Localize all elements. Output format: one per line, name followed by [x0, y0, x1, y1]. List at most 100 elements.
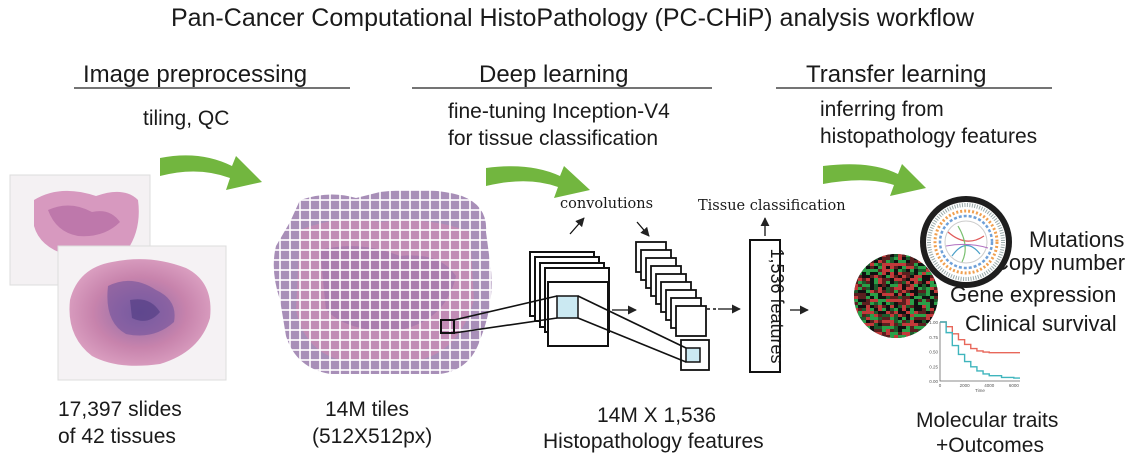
heatmap-cell: [854, 317, 858, 320]
heatmap-cell: [894, 287, 898, 290]
heatmap-cell: [918, 308, 922, 311]
heatmap-cell: [910, 320, 914, 323]
heatmap-cell: [854, 302, 858, 305]
trait-gene-expression: Gene expression: [950, 282, 1117, 307]
heatmap-cell: [926, 329, 930, 332]
heatmap-cell: [870, 260, 874, 263]
heatmap-cell: [926, 320, 930, 323]
heatmap-cell: [934, 326, 938, 329]
heatmap-cell: [930, 329, 934, 332]
heatmap-cell: [858, 290, 862, 293]
heatmap-cell: [870, 293, 874, 296]
heatmap-cell: [938, 299, 942, 302]
heatmap-cell: [854, 296, 858, 299]
heatmap-cell: [918, 332, 922, 335]
caption-features-line1: 14M X 1,536: [597, 404, 717, 427]
heatmap-cell: [914, 278, 918, 281]
heatmap-cell: [870, 254, 874, 257]
heatmap-cell: [890, 320, 894, 323]
heatmap-cell: [878, 272, 882, 275]
survival-y-tick: 0.75: [929, 335, 938, 340]
heatmap-cell: [862, 314, 866, 317]
heatmap-cell: [886, 272, 890, 275]
heatmap-cell: [910, 332, 914, 335]
heatmap-cell: [894, 305, 898, 308]
heatmap-cell: [870, 269, 874, 272]
flow-arrow-3: [823, 164, 926, 196]
heatmap-cell: [930, 293, 934, 296]
heatmap-cell: [874, 317, 878, 320]
heatmap-cell: [862, 338, 866, 341]
heatmap-cell: [902, 317, 906, 320]
heatmap-cell: [910, 287, 914, 290]
heatmap-cell: [862, 278, 866, 281]
heatmap-cell: [930, 305, 934, 308]
heatmap-cell: [910, 272, 914, 275]
heatmap-cell: [898, 260, 902, 263]
heatmap-cell: [914, 272, 918, 275]
heatmap-cell: [918, 299, 922, 302]
heatmap-cell: [862, 305, 866, 308]
heatmap-cell: [854, 308, 858, 311]
heatmap-cell: [906, 287, 910, 290]
heatmap-cell: [906, 305, 910, 308]
heatmap-cell: [870, 326, 874, 329]
heatmap-cell: [906, 323, 910, 326]
heatmap-cell: [934, 278, 938, 281]
heatmap-cell: [926, 296, 930, 299]
stage-description-transfer-line1: inferring from: [820, 98, 944, 121]
heatmap-cell: [926, 302, 930, 305]
heatmap-cell: [898, 296, 902, 299]
heatmap-cell: [890, 284, 894, 287]
heatmap-cell: [882, 314, 886, 317]
heatmap-cell: [910, 263, 914, 266]
heatmap-cell: [858, 335, 862, 338]
heatmap-cell: [914, 257, 918, 260]
heatmap-cell: [894, 269, 898, 272]
heatmap-cell: [858, 272, 862, 275]
heatmap-cell: [918, 329, 922, 332]
heatmap-cell: [874, 308, 878, 311]
heatmap-cell: [926, 317, 930, 320]
heatmap-cell: [862, 254, 866, 257]
heatmap-cell: [922, 305, 926, 308]
heatmap-cell: [870, 263, 874, 266]
heatmap-cell: [874, 275, 878, 278]
slide-images: [9, 174, 227, 381]
heatmap-cell: [854, 311, 858, 314]
heatmap-cell: [894, 326, 898, 329]
heatmap-cell: [894, 257, 898, 260]
heatmap-cell: [890, 332, 894, 335]
heatmap-cell: [882, 299, 886, 302]
heatmap-cell: [918, 317, 922, 320]
heatmap-cell: [922, 332, 926, 335]
heatmap-cell: [878, 296, 882, 299]
heatmap-cell: [858, 329, 862, 332]
heatmap-cell: [894, 302, 898, 305]
heatmap-cell: [914, 281, 918, 284]
heatmap-cell: [890, 335, 894, 338]
heatmap-cell: [898, 299, 902, 302]
heatmap-cell: [914, 302, 918, 305]
heatmap-cell: [910, 338, 914, 341]
heatmap-cell: [862, 281, 866, 284]
heatmap-cell: [910, 254, 914, 257]
heatmap-cell: [870, 287, 874, 290]
heatmap-cell: [898, 317, 902, 320]
heatmap-cell: [882, 329, 886, 332]
heatmap-cell: [910, 290, 914, 293]
convolutions-pointer: [636, 221, 650, 237]
heatmap-cell: [878, 269, 882, 272]
heatmap-cell: [934, 329, 938, 332]
heatmap-cell: [938, 281, 942, 284]
heatmap-cell: [922, 314, 926, 317]
heatmap-cell: [890, 308, 894, 311]
heatmap-cell: [906, 266, 910, 269]
survival-plot: 1.00 0.75 0.50 0.25 0.000 2000 4000 6000 Time: [929, 320, 1020, 393]
heatmap-cell: [882, 335, 886, 338]
heatmap-cell: [902, 308, 906, 311]
heatmap-cell: [898, 269, 902, 272]
heatmap-cell: [882, 296, 886, 299]
heatmap-cell: [898, 266, 902, 269]
heatmap-cell: [922, 293, 926, 296]
